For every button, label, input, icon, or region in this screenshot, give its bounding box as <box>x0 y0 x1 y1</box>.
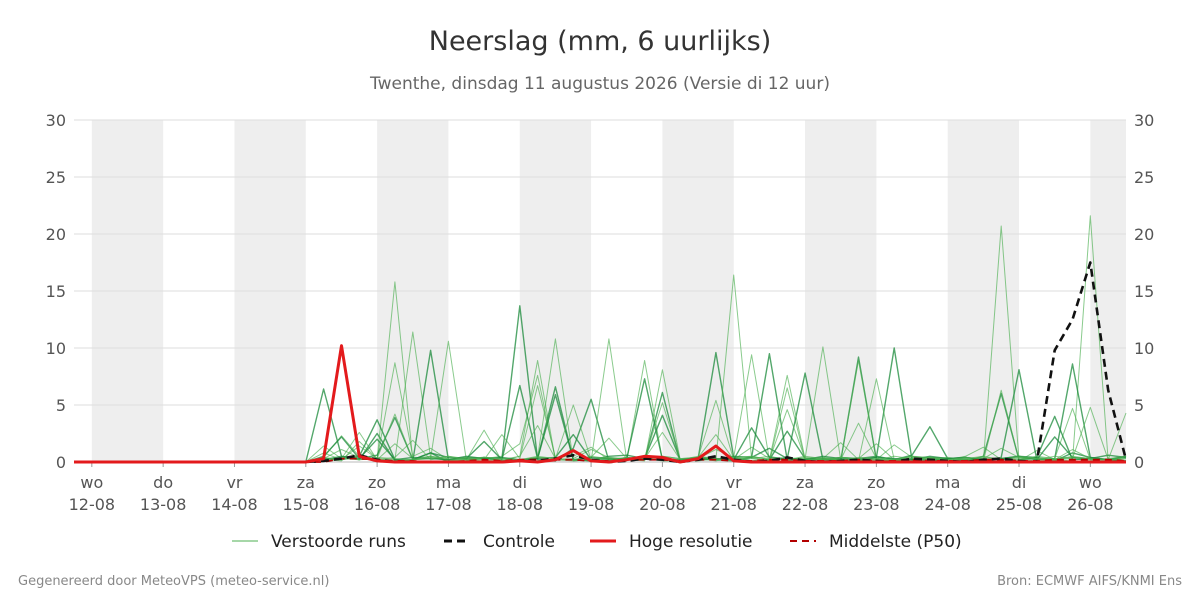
y-axis-left: 0 5 10 15 20 25 30 <box>46 111 66 472</box>
y-tick-label: 30 <box>46 111 66 130</box>
legend: Verstoorde runs Controle Hoge resolutie … <box>232 532 962 552</box>
y-tick-label: 10 <box>1134 339 1154 358</box>
x-tick-date: 26-08 <box>1067 495 1114 514</box>
x-tick-day: wo <box>1079 473 1102 492</box>
x-tick-date: 13-08 <box>140 495 187 514</box>
y-tick-label: 15 <box>46 282 66 301</box>
x-tick-date: 22-08 <box>782 495 829 514</box>
y-axis-right: 0 5 10 15 20 25 30 <box>1134 111 1154 472</box>
x-tick-day: zo <box>368 473 386 492</box>
x-tick-date: 25-08 <box>996 495 1043 514</box>
x-tick-day: za <box>796 473 814 492</box>
chart-subtitle: Twenthe, dinsdag 11 augustus 2026 (Versi… <box>369 74 830 94</box>
x-tick-date: 20-08 <box>639 495 686 514</box>
x-axis: wo 12-08 do 13-08 vr 14-08 za 15-08 zo 16-08 ma 17-… <box>69 462 1114 514</box>
y-tick-label: 20 <box>46 225 66 244</box>
x-tick-date: 18-08 <box>497 495 544 514</box>
y-tick-label: 15 <box>1134 282 1154 301</box>
x-tick-date: 14-08 <box>211 495 258 514</box>
x-tick-day: ma <box>935 473 960 492</box>
x-tick-day: wo <box>80 473 103 492</box>
y-tick-label: 25 <box>46 168 66 187</box>
x-tick-date: 16-08 <box>354 495 401 514</box>
x-tick-date: 24-08 <box>924 495 971 514</box>
y-tick-label: 20 <box>1134 225 1154 244</box>
x-tick-day: vr <box>726 473 742 492</box>
legend-label-high-res: Hoge resolutie <box>629 532 753 552</box>
x-tick-day: ma <box>436 473 461 492</box>
x-tick-day: zo <box>867 473 885 492</box>
x-tick-day: za <box>297 473 315 492</box>
legend-label-median: Middelste (P50) <box>829 532 962 552</box>
chart-title: Neerslag (mm, 6 uurlijks) <box>429 26 771 57</box>
x-tick-date: 12-08 <box>69 495 116 514</box>
y-tick-label: 0 <box>1134 453 1144 472</box>
x-tick-date: 21-08 <box>710 495 757 514</box>
x-tick-date: 17-08 <box>425 495 472 514</box>
y-tick-label: 25 <box>1134 168 1154 187</box>
y-tick-label: 5 <box>1134 396 1144 415</box>
high-res-line <box>74 344 1126 464</box>
y-tick-label: 0 <box>56 453 66 472</box>
y-tick-label: 10 <box>46 339 66 358</box>
legend-label-ensemble: Verstoorde runs <box>271 532 406 552</box>
footer-generated-by: Gegenereerd door MeteoVPS (meteo-service… <box>18 574 329 589</box>
x-tick-date: 15-08 <box>283 495 330 514</box>
x-tick-day: do <box>652 473 672 492</box>
y-tick-label: 30 <box>1134 111 1154 130</box>
x-tick-day: wo <box>580 473 603 492</box>
x-tick-date: 23-08 <box>853 495 900 514</box>
main-series <box>74 261 1128 464</box>
x-tick-day: di <box>512 473 527 492</box>
y-tick-label: 5 <box>56 396 66 415</box>
legend-label-control: Controle <box>483 532 555 552</box>
x-tick-date: 19-08 <box>568 495 615 514</box>
x-tick-day: vr <box>226 473 242 492</box>
x-tick-day: di <box>1012 473 1027 492</box>
footer-source: Bron: ECMWF AIFS/KNMI Ens <box>997 574 1182 589</box>
x-tick-day: do <box>153 473 173 492</box>
